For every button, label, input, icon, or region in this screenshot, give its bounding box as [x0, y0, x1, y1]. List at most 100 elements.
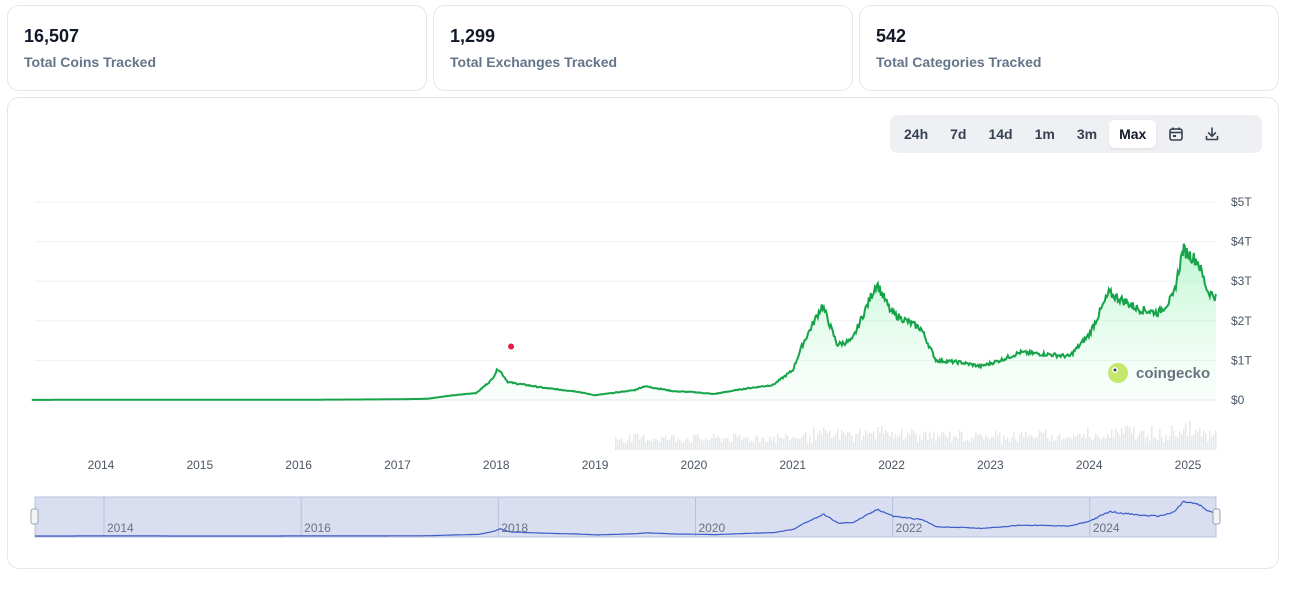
volume-bar [1109, 437, 1111, 450]
volume-bar [1091, 439, 1093, 450]
volume-bar [897, 437, 899, 450]
volume-bar [621, 439, 623, 450]
x-tick-label: 2023 [977, 458, 1004, 472]
volume-bar [775, 442, 777, 450]
volume-bar [959, 430, 961, 450]
x-tick-label: 2022 [878, 458, 905, 472]
volume-bar [1069, 436, 1071, 450]
volume-bar [817, 433, 819, 450]
volume-bar [713, 433, 715, 450]
range-max-button[interactable]: Max [1109, 120, 1157, 148]
calendar-icon[interactable] [1158, 120, 1194, 148]
volume-bar [1007, 437, 1009, 450]
volume-bar [1001, 443, 1003, 450]
volume-bar [643, 434, 645, 450]
volume-bar [921, 440, 923, 450]
volume-bar [883, 433, 885, 450]
volume-bar [1119, 435, 1121, 450]
volume-bar [809, 435, 811, 450]
volume-bar [839, 439, 841, 450]
range-3m-button[interactable]: 3m [1076, 126, 1098, 142]
volume-bar [1175, 436, 1177, 450]
volume-bar [1169, 435, 1171, 450]
volume-bar [667, 440, 669, 450]
volume-bar [1107, 434, 1109, 450]
volume-bar [929, 431, 931, 450]
download-icon[interactable] [1194, 120, 1230, 148]
volume-bar [645, 442, 647, 450]
volume-bar [847, 431, 849, 450]
y-tick-label: $0 [1231, 393, 1245, 407]
volume-bar [681, 442, 683, 450]
volume-bar [905, 437, 907, 450]
volume-bar [1181, 433, 1183, 450]
volume-bar [715, 438, 717, 450]
volume-bar [879, 431, 881, 450]
volume-bar [869, 432, 871, 450]
volume-bar [885, 429, 887, 450]
volume-bar [969, 441, 971, 450]
volume-bar [1011, 437, 1013, 450]
volume-bar [1097, 435, 1099, 450]
volume-bar [1209, 430, 1211, 450]
volume-bar [1125, 426, 1127, 450]
volume-bar [1177, 437, 1179, 450]
volume-bar [783, 438, 785, 450]
volume-bar [1131, 433, 1133, 450]
volume-bar [967, 439, 969, 450]
volume-bar [1045, 429, 1047, 450]
volume-bar [1179, 431, 1181, 450]
navigator-tick-label: 2020 [698, 521, 725, 535]
range-14d-button[interactable]: 14d [988, 126, 1013, 142]
volume-bar [661, 436, 663, 450]
volume-bar [1081, 437, 1083, 450]
volume-bar [939, 436, 941, 450]
volume-bar [669, 438, 671, 450]
volume-bar [1041, 432, 1043, 450]
stat-card-categories: 542 Total Categories Tracked [859, 5, 1279, 91]
volume-bar [1199, 428, 1201, 450]
volume-bar [1023, 437, 1025, 450]
navigator-tick-label: 2018 [501, 521, 528, 535]
volume-bar [649, 440, 651, 450]
range-24h-button[interactable]: 24h [904, 126, 929, 142]
volume-bar [651, 440, 653, 450]
event-marker[interactable] [508, 343, 515, 350]
volume-bar [1149, 440, 1151, 450]
range-navigator[interactable]: 2014 2016 2018 2020 2022 2024 [30, 496, 1221, 538]
volume-bar [953, 436, 955, 450]
volume-bar [641, 436, 643, 450]
volume-bar [919, 434, 921, 450]
volume-bar [735, 433, 737, 450]
volume-bar [947, 438, 949, 450]
navigator-tick-label: 2016 [304, 521, 331, 535]
volume-bar [657, 440, 659, 450]
volume-bar [1103, 436, 1105, 450]
volume-bar [1085, 437, 1087, 450]
volume-bar [1083, 433, 1085, 450]
volume-bar [711, 437, 713, 450]
volume-bar [659, 442, 661, 450]
volume-bar [1139, 432, 1141, 450]
volume-bar [807, 443, 809, 450]
stat-label: Total Exchanges Tracked [450, 54, 618, 70]
volume-bar [789, 440, 791, 450]
volume-bar [1155, 438, 1157, 450]
range-7d-button[interactable]: 7d [950, 126, 967, 142]
navigator-left-handle[interactable] [30, 508, 39, 525]
volume-bar [917, 442, 919, 450]
volume-bar [1065, 438, 1067, 450]
volume-bar [655, 438, 657, 450]
volume-bar [993, 436, 995, 450]
volume-bar [729, 442, 731, 450]
volume-bar [937, 435, 939, 450]
navigator-right-handle[interactable] [1212, 508, 1221, 525]
volume-bar [1201, 436, 1203, 450]
volume-bar [1205, 433, 1207, 450]
volume-bar [1021, 432, 1023, 450]
navigator-tick-label: 2022 [896, 521, 923, 535]
volume-bar [823, 427, 825, 450]
range-1m-button[interactable]: 1m [1034, 126, 1055, 142]
volume-bar [1037, 436, 1039, 450]
